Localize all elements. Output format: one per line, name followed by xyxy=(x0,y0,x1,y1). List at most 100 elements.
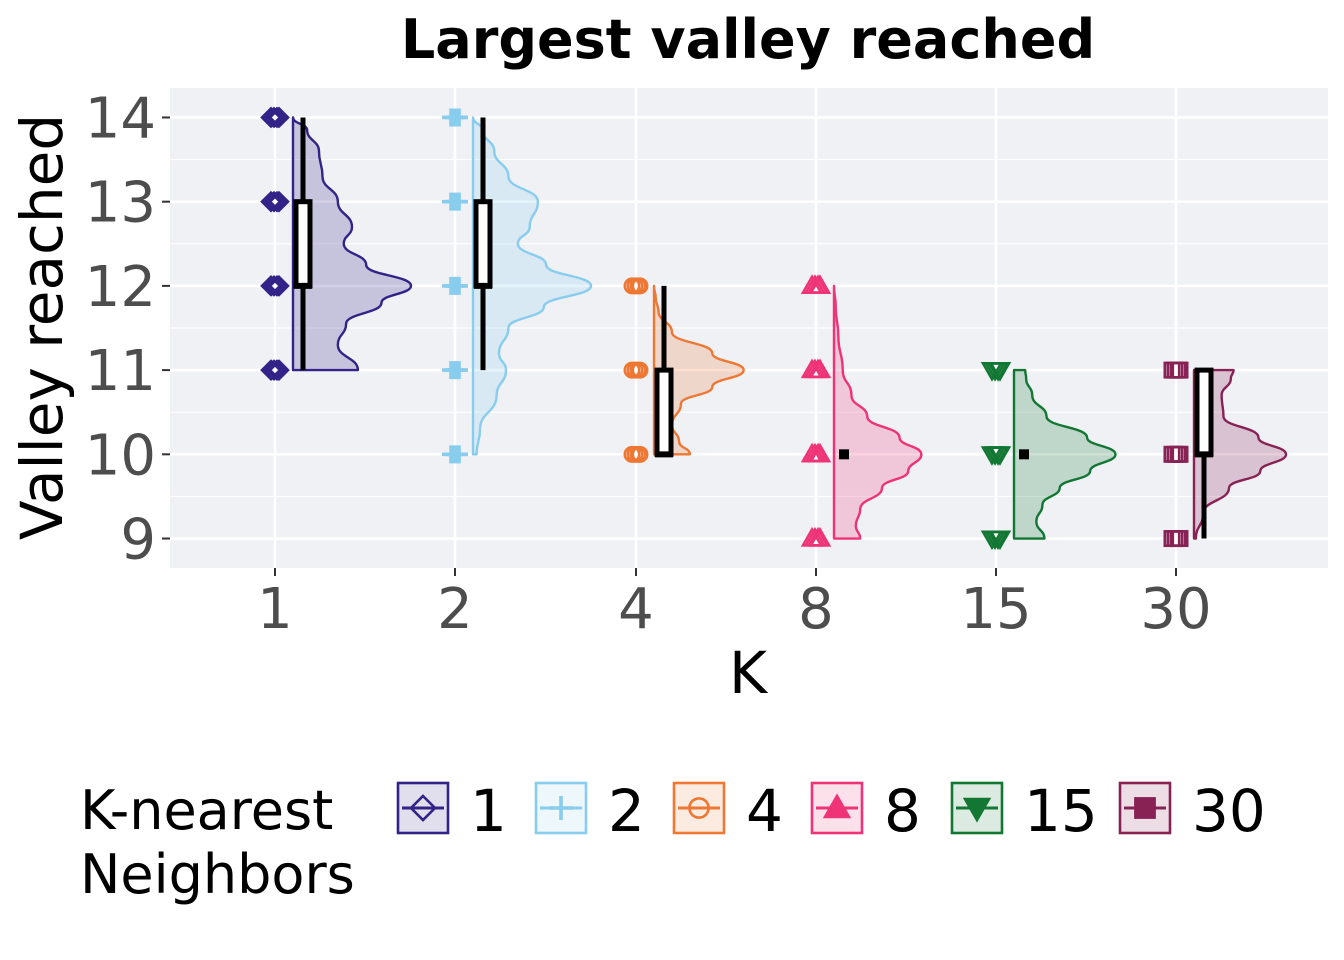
legend-title-line-1: K-nearest xyxy=(80,779,333,842)
data-point-shape xyxy=(268,106,290,129)
median-marker xyxy=(1019,449,1029,460)
series-k-30: 30 xyxy=(1140,361,1288,642)
data-point-shape xyxy=(260,190,282,213)
legend-item-label: 1 xyxy=(470,777,507,845)
data-point-shape xyxy=(263,359,285,381)
x-tick-label: 15 xyxy=(960,577,1031,642)
legend-item-2: 2 xyxy=(534,777,645,845)
data-point xyxy=(268,190,290,213)
data-point xyxy=(808,526,832,547)
data-point-shape xyxy=(1171,361,1189,379)
legend-title: K-nearest Neighbors xyxy=(80,779,355,906)
legend-key-marker xyxy=(549,796,573,820)
y-tick-label: 10 xyxy=(85,423,156,488)
legend-item-label: 30 xyxy=(1192,777,1266,845)
series-k-4: 4 xyxy=(618,277,745,642)
data-point xyxy=(266,275,288,297)
data-point xyxy=(263,106,285,129)
legend-key-marker-shape xyxy=(1134,797,1156,819)
violin-k-30 xyxy=(1192,368,1288,540)
data-point xyxy=(988,362,1012,382)
data-point xyxy=(268,275,290,297)
data-point-shape xyxy=(988,362,1012,382)
y-tick-label: 14 xyxy=(85,86,156,151)
data-point xyxy=(260,106,282,129)
data-point xyxy=(268,359,290,381)
data-point xyxy=(808,274,832,294)
box xyxy=(293,199,313,289)
data-point-shape xyxy=(268,275,290,297)
violin-k-4 xyxy=(652,284,745,456)
x-tick-label: 30 xyxy=(1140,577,1211,642)
data-point-shape xyxy=(631,445,649,463)
y-tick-label: 12 xyxy=(85,255,156,320)
data-point xyxy=(1171,361,1189,379)
data-point-shape xyxy=(268,190,290,213)
series-k-8: 8 xyxy=(798,274,923,642)
series-k-15: 15 xyxy=(960,362,1117,642)
legend-title-line-2: Neighbors xyxy=(80,843,355,906)
data-point xyxy=(808,358,832,379)
data-point-shape xyxy=(260,106,282,129)
legend-key-marker-shape xyxy=(409,794,437,822)
data-point xyxy=(450,445,468,464)
data-point-shape xyxy=(808,526,832,547)
legend-key-marker xyxy=(822,793,852,819)
box xyxy=(1194,367,1214,457)
legend-item-label: 4 xyxy=(746,777,783,845)
data-point xyxy=(450,276,468,295)
data-point xyxy=(808,442,832,463)
data-point xyxy=(263,190,285,213)
data-point-shape xyxy=(268,359,290,381)
y-tick-label: 13 xyxy=(85,171,156,236)
box xyxy=(473,199,493,289)
data-point-shape xyxy=(263,275,285,297)
data-point xyxy=(266,190,288,213)
data-point xyxy=(631,445,649,463)
legend-item-15: 15 xyxy=(950,777,1098,845)
data-point-shape xyxy=(450,108,468,127)
legend-key-marker xyxy=(409,794,437,822)
data-point-shape xyxy=(260,359,282,381)
data-point-shape xyxy=(266,190,288,213)
data-point-shape xyxy=(263,106,285,129)
data-point-shape xyxy=(1171,530,1189,548)
data-point xyxy=(988,446,1012,466)
box xyxy=(654,367,674,457)
legend-key-marker xyxy=(1134,797,1156,819)
data-point xyxy=(631,277,649,295)
data-point-shape xyxy=(266,106,288,129)
data-point xyxy=(631,361,649,379)
x-tick-label: 8 xyxy=(798,577,834,642)
violin-k-1 xyxy=(291,116,413,372)
x-axis-title: K xyxy=(729,639,769,707)
chart-title: Largest valley reached xyxy=(401,8,1095,71)
data-point-shape xyxy=(450,276,468,295)
data-point xyxy=(268,106,290,129)
data-point-shape xyxy=(808,274,832,294)
legend-key-marker-shape xyxy=(688,797,710,819)
legend-key-marker-shape xyxy=(822,793,852,819)
median-marker xyxy=(839,449,849,460)
data-point-shape xyxy=(260,275,282,297)
data-point xyxy=(260,275,282,297)
legend-key-marker xyxy=(962,797,992,823)
data-point xyxy=(450,108,468,127)
data-point-shape xyxy=(808,442,832,463)
legend-key-marker-shape xyxy=(549,796,573,820)
legend-item-4: 4 xyxy=(672,777,783,845)
data-point-shape xyxy=(450,192,468,211)
data-point xyxy=(450,192,468,211)
data-point xyxy=(266,106,288,129)
data-point-shape xyxy=(631,361,649,379)
data-point xyxy=(263,275,285,297)
data-point xyxy=(1171,530,1189,548)
legend-item-label: 8 xyxy=(884,777,921,845)
y-tick-label: 11 xyxy=(85,339,156,404)
y-tick-label: 9 xyxy=(120,508,156,573)
legend-key-marker xyxy=(688,797,710,819)
data-point xyxy=(266,359,288,381)
legend-item-label: 15 xyxy=(1024,777,1098,845)
